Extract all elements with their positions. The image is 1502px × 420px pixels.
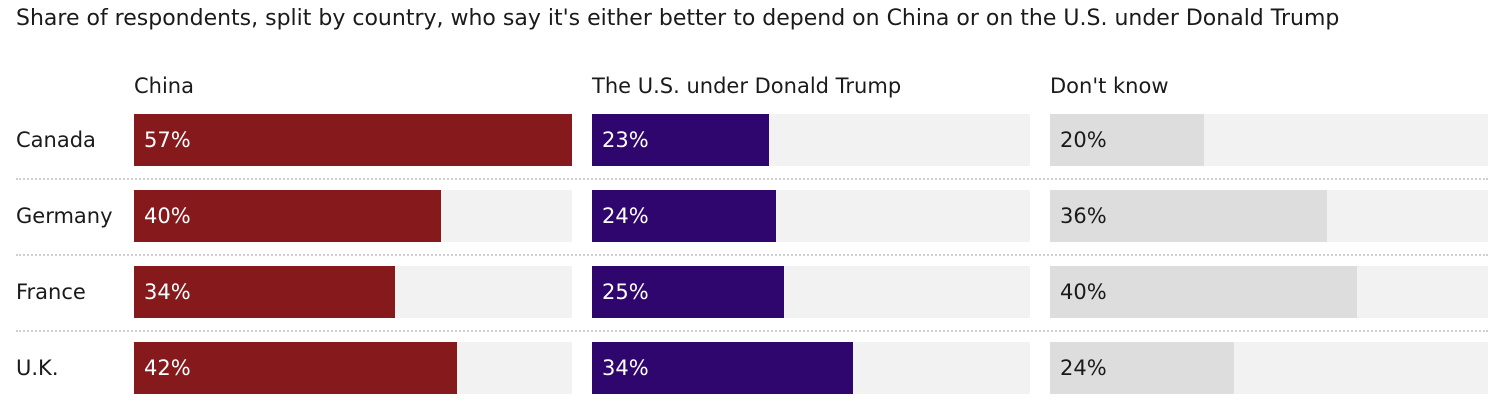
bar-track: 40% [1050, 266, 1488, 318]
bar-value-label: 20% [1060, 128, 1107, 152]
bar-value-label: 40% [1060, 280, 1107, 304]
bar-2-3 [1050, 342, 1235, 394]
bar-track: 20% [1050, 114, 1488, 166]
bar-value-label: 42% [144, 356, 191, 380]
column-header-1: The U.S. under Donald Trump [592, 74, 902, 98]
bar-2-2 [1050, 266, 1358, 318]
column-header-0: China [134, 74, 194, 98]
chart-title: Share of respondents, split by country, … [16, 6, 1340, 31]
bar-0-2 [134, 266, 396, 318]
bar-value-label: 34% [602, 356, 649, 380]
bar-0-3 [134, 342, 457, 394]
bar-track: 24% [592, 190, 1030, 242]
bar-2-1 [1050, 190, 1327, 242]
bar-track: 23% [592, 114, 1030, 166]
bar-track: 57% [134, 114, 572, 166]
bar-1-0 [592, 114, 769, 166]
bar-track: 42% [134, 342, 572, 394]
bar-value-label: 25% [602, 280, 649, 304]
bar-track: 25% [592, 266, 1030, 318]
row-label-1: Germany [16, 204, 113, 228]
bar-2-0 [1050, 114, 1204, 166]
column-header-2: Don't know [1050, 74, 1169, 98]
row-divider [16, 254, 1488, 256]
bar-0-1 [134, 190, 442, 242]
bar-1-2 [592, 266, 785, 318]
bar-value-label: 24% [1060, 356, 1107, 380]
bar-value-label: 57% [144, 128, 191, 152]
row-divider [16, 178, 1488, 180]
bar-1-3 [592, 342, 854, 394]
row-divider [16, 330, 1488, 332]
bar-track: 24% [1050, 342, 1488, 394]
row-label-2: France [16, 280, 86, 304]
bar-track: 34% [134, 266, 572, 318]
bar-value-label: 23% [602, 128, 649, 152]
bar-value-label: 36% [1060, 204, 1107, 228]
row-label-3: U.K. [16, 356, 59, 380]
bar-track: 34% [592, 342, 1030, 394]
bar-track: 40% [134, 190, 572, 242]
row-label-0: Canada [16, 128, 96, 152]
bar-track: 36% [1050, 190, 1488, 242]
bar-1-1 [592, 190, 777, 242]
bar-value-label: 24% [602, 204, 649, 228]
bar-value-label: 40% [144, 204, 191, 228]
bar-0-0 [134, 114, 572, 166]
bar-value-label: 34% [144, 280, 191, 304]
